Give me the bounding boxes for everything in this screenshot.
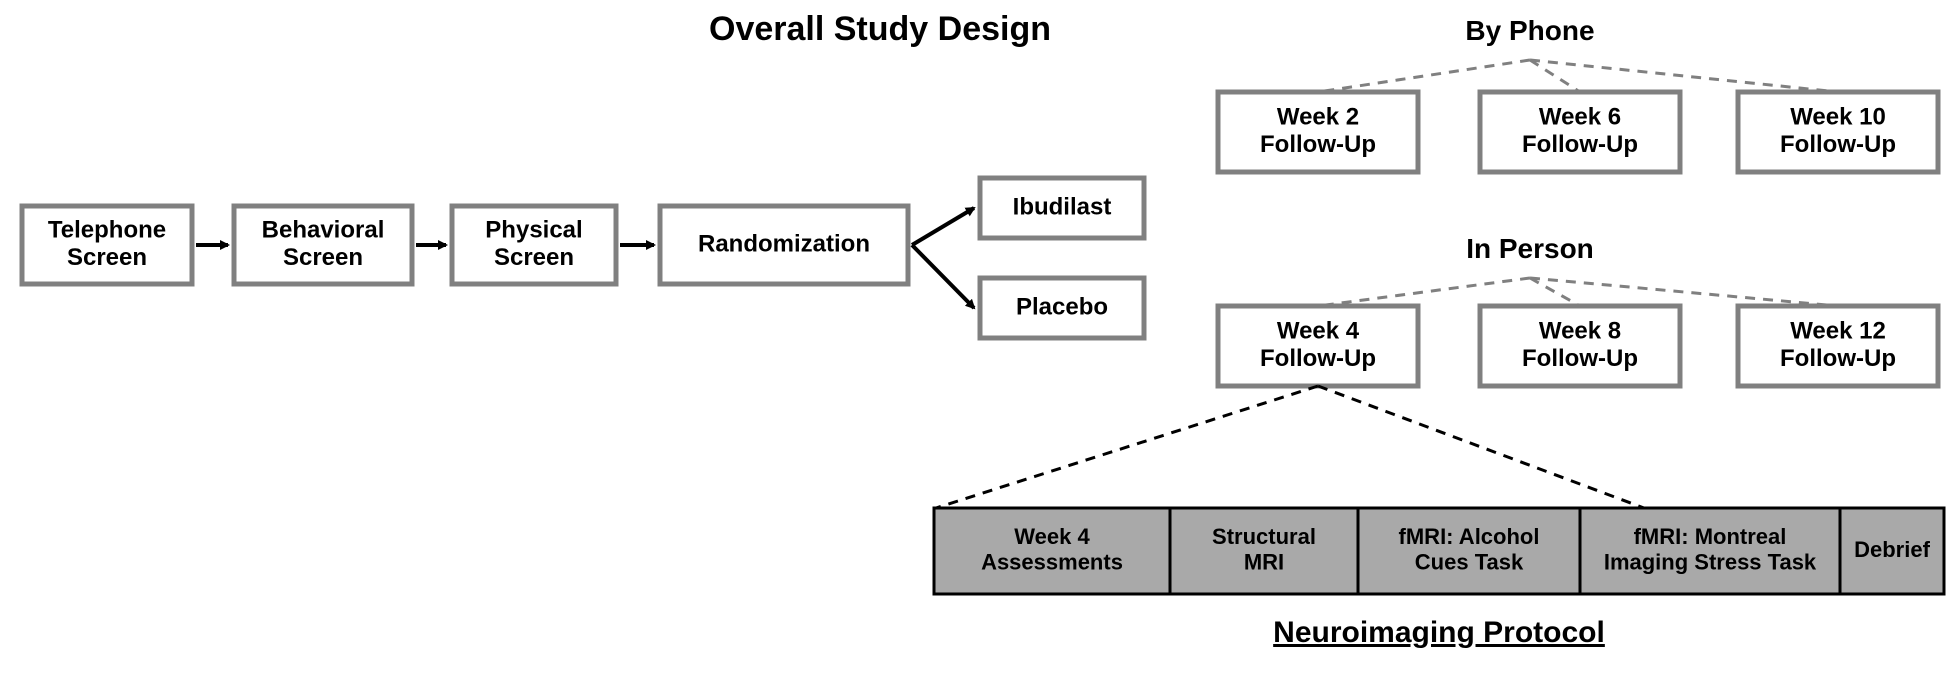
svg-text:Follow-Up: Follow-Up	[1522, 131, 1638, 158]
svg-text:Placebo: Placebo	[1016, 293, 1108, 320]
svg-text:Follow-Up: Follow-Up	[1780, 131, 1896, 158]
split-arrow-top	[912, 208, 974, 245]
split-arrow-bot	[912, 245, 974, 308]
svg-text:Follow-Up: Follow-Up	[1260, 131, 1376, 158]
svg-text:Behavioral: Behavioral	[262, 217, 385, 244]
svg-text:MRI: MRI	[1244, 549, 1284, 574]
inperson-dash-0	[1318, 278, 1530, 306]
neuro-dash-left	[936, 386, 1318, 508]
svg-text:Follow-Up: Follow-Up	[1780, 345, 1896, 372]
svg-text:Week 6: Week 6	[1539, 104, 1621, 131]
svg-text:Assessments: Assessments	[981, 549, 1123, 574]
svg-text:Structural: Structural	[1212, 524, 1316, 549]
svg-text:Physical: Physical	[485, 217, 582, 244]
svg-text:Imaging Stress Task: Imaging Stress Task	[1604, 549, 1817, 574]
svg-text:Randomization: Randomization	[698, 230, 870, 257]
main-title: Overall Study Design	[709, 10, 1051, 48]
neuro-dash-right	[1318, 386, 1644, 508]
svg-text:Week 12: Week 12	[1790, 318, 1886, 345]
inperson-title: In Person	[1466, 233, 1594, 264]
svg-text:Screen: Screen	[494, 244, 574, 271]
svg-text:Week 10: Week 10	[1790, 104, 1886, 131]
svg-text:Cues Task: Cues Task	[1415, 549, 1524, 574]
svg-text:Week 4: Week 4	[1277, 318, 1360, 345]
byphone-dash-2	[1530, 60, 1838, 92]
svg-text:fMRI: Alcohol: fMRI: Alcohol	[1399, 524, 1540, 549]
byphone-dash-0	[1318, 60, 1530, 92]
svg-text:Week 2: Week 2	[1277, 104, 1359, 131]
neuro-title: Neuroimaging Protocol	[1273, 616, 1605, 649]
svg-text:Ibudilast: Ibudilast	[1013, 193, 1112, 220]
byphone-title: By Phone	[1465, 15, 1594, 46]
inperson-dash-2	[1530, 278, 1838, 306]
svg-text:Screen: Screen	[283, 244, 363, 271]
svg-text:fMRI: Montreal: fMRI: Montreal	[1634, 524, 1787, 549]
svg-text:Follow-Up: Follow-Up	[1260, 345, 1376, 372]
svg-text:Week 4: Week 4	[1014, 524, 1090, 549]
svg-text:Follow-Up: Follow-Up	[1522, 345, 1638, 372]
svg-text:Debrief: Debrief	[1854, 537, 1930, 562]
svg-text:Week 8: Week 8	[1539, 318, 1621, 345]
svg-text:Screen: Screen	[67, 244, 147, 271]
svg-text:Telephone: Telephone	[48, 217, 166, 244]
